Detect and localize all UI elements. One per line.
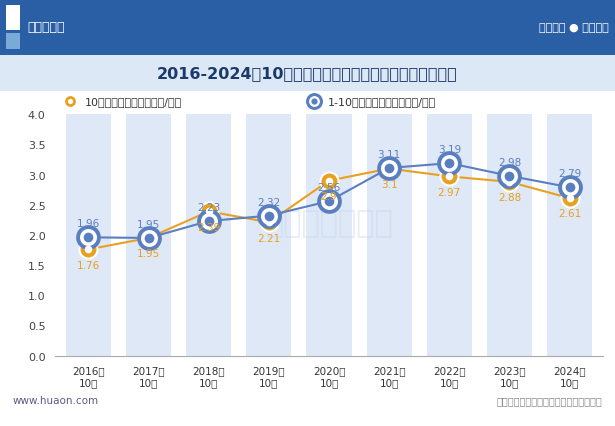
FancyBboxPatch shape — [0, 0, 615, 55]
Bar — [6, 35, 20, 50]
Text: www.huaon.com: www.huaon.com — [12, 395, 98, 406]
Text: 1.76: 1.76 — [77, 260, 100, 270]
Text: 2.23: 2.23 — [197, 202, 220, 213]
Text: 1.95: 1.95 — [137, 249, 160, 259]
Bar — [6, 6, 20, 31]
Text: 2016-2024年10月大连商品交易所玉米淀粉期货成交均价: 2016-2024年10月大连商品交易所玉米淀粉期货成交均价 — [157, 66, 458, 81]
Bar — [66, 115, 111, 356]
Bar — [247, 115, 292, 356]
Text: 2.21: 2.21 — [257, 233, 280, 243]
Text: 2.79: 2.79 — [558, 169, 581, 179]
Text: 专业严谨 ● 客观科学: 专业严谨 ● 客观科学 — [539, 23, 609, 33]
Text: 数据来源：证监局；华经产业研究院整理: 数据来源：证监局；华经产业研究院整理 — [497, 395, 603, 406]
Text: 2.56: 2.56 — [317, 183, 341, 193]
Text: 2.98: 2.98 — [498, 157, 521, 167]
Text: 1.96: 1.96 — [77, 219, 100, 229]
Text: 2.32: 2.32 — [257, 197, 280, 207]
Text: 2.39: 2.39 — [197, 222, 220, 232]
Text: 10月期货成交均价（万元/手）: 10月期货成交均价（万元/手） — [84, 97, 182, 107]
Bar — [427, 115, 472, 356]
Text: 3.19: 3.19 — [438, 145, 461, 155]
Text: 3.1: 3.1 — [381, 179, 397, 190]
Text: 2.97: 2.97 — [438, 187, 461, 197]
Bar — [306, 115, 352, 356]
Text: 1.95: 1.95 — [137, 219, 160, 229]
Bar — [186, 115, 231, 356]
Bar — [547, 115, 592, 356]
Text: 3.11: 3.11 — [378, 150, 401, 160]
FancyBboxPatch shape — [0, 55, 615, 92]
Text: 华经产业研究院: 华经产业研究院 — [265, 209, 393, 238]
Text: 2.88: 2.88 — [498, 193, 521, 203]
Text: 华经情报网: 华经情报网 — [27, 21, 65, 34]
Text: 1-10月期货成交均价（万元/手）: 1-10月期货成交均价（万元/手） — [328, 97, 436, 107]
Bar — [367, 115, 411, 356]
Text: 2.61: 2.61 — [558, 209, 581, 219]
Text: 2.9: 2.9 — [320, 191, 338, 201]
Bar — [487, 115, 532, 356]
Bar — [126, 115, 171, 356]
